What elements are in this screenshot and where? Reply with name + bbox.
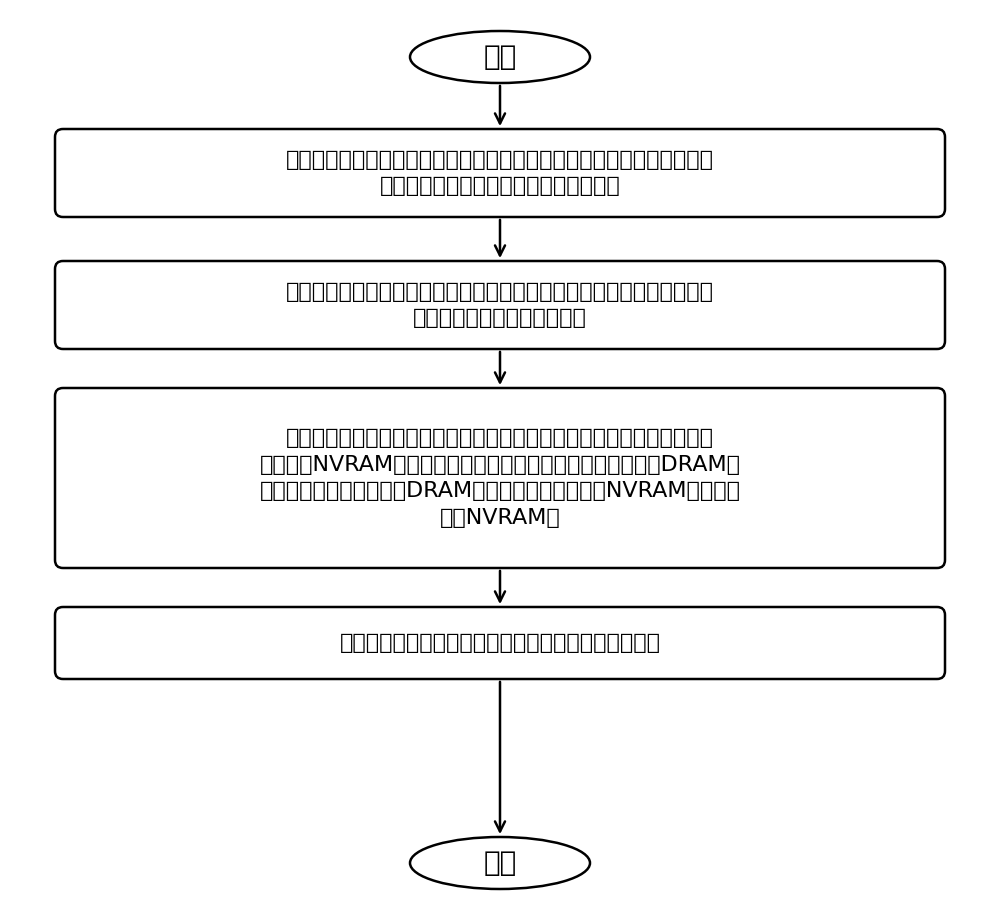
FancyBboxPatch shape xyxy=(55,129,945,217)
Text: 开始: 开始 xyxy=(483,43,517,71)
Text: 第二步，用户应用程序加载非易失内存一致性更新系统。非易失内存一致
性更新系统执行初始化操作。: 第二步，用户应用程序加载非易失内存一致性更新系统。非易失内存一致 性更新系统执行… xyxy=(286,282,714,328)
Ellipse shape xyxy=(410,31,590,83)
Ellipse shape xyxy=(410,837,590,889)
FancyBboxPatch shape xyxy=(55,388,945,568)
Text: 第四步，用户应用程序卸载非易失内存一致性更新系统: 第四步，用户应用程序卸载非易失内存一致性更新系统 xyxy=(340,633,660,653)
FancyBboxPatch shape xyxy=(55,261,945,349)
Text: 第三步，用户应用程序执行，一致性更新系统监控用户应用程序对动态非
易失内存NVRAM的写访问操作，并将写访问操作的结果缓存于DRAM缓
存资源池，并周期性地将D: 第三步，用户应用程序执行，一致性更新系统监控用户应用程序对动态非 易失内存NVR… xyxy=(260,428,740,528)
FancyBboxPatch shape xyxy=(55,607,945,679)
Text: 第一步，构建非易失内存一致性更新系统，非易失内存一致性更新系统以
动态链接库的形式发布给用户应用程序。: 第一步，构建非易失内存一致性更新系统，非易失内存一致性更新系统以 动态链接库的形… xyxy=(286,150,714,196)
Text: 结束: 结束 xyxy=(483,849,517,877)
